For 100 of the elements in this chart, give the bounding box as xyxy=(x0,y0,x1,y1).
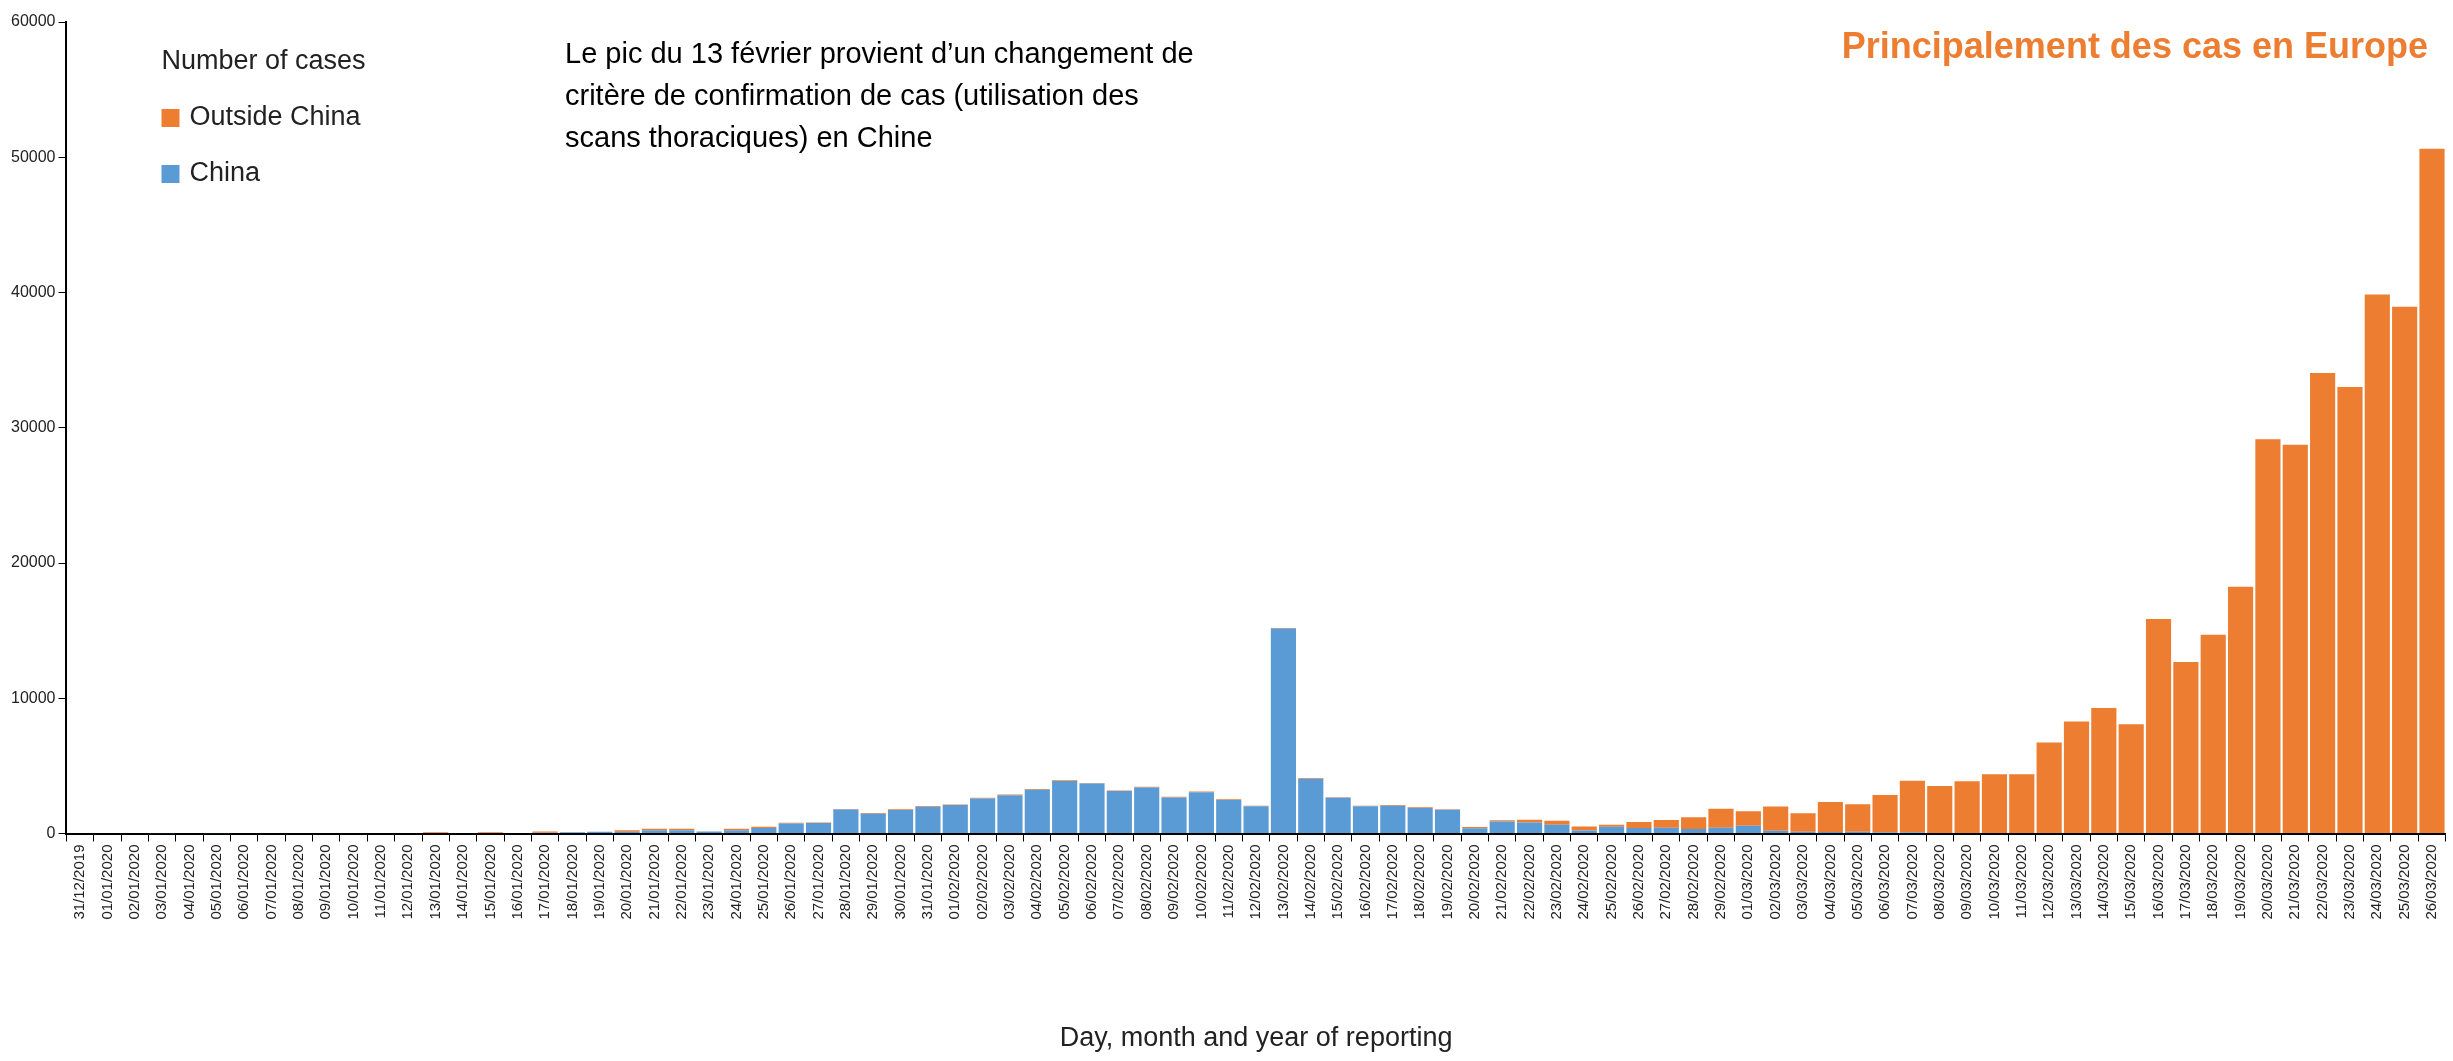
y-tick-label: 60000 xyxy=(10,12,56,30)
x-tick-label: 30/01/2020 xyxy=(890,844,908,920)
x-tick-label: 03/03/2020 xyxy=(1793,844,1811,920)
x-tick-label: 16/03/2020 xyxy=(2148,844,2166,920)
x-tick-label: 18/01/2020 xyxy=(562,844,580,920)
x-tick-label: 22/03/2020 xyxy=(2312,844,2330,920)
x-tick-label: 24/01/2020 xyxy=(726,844,744,920)
x-tick-label: 10/02/2020 xyxy=(1191,844,1209,920)
x-tick-label: 01/01/2020 xyxy=(97,844,115,920)
x-tick-label: 03/02/2020 xyxy=(1000,844,1018,920)
x-tick-label: 02/01/2020 xyxy=(125,844,142,920)
x-tick-label: 09/03/2020 xyxy=(1957,844,1975,920)
x-tick-label: 14/02/2020 xyxy=(1300,844,1318,920)
y-tick-label: 40000 xyxy=(10,282,56,300)
x-tick-label: 12/01/2020 xyxy=(398,844,416,920)
x-tick-label: 07/02/2020 xyxy=(1109,844,1127,920)
x-tick-label: 10/03/2020 xyxy=(1984,844,2002,920)
x-tick-label: 08/01/2020 xyxy=(289,844,307,920)
x-tick-label: 10/01/2020 xyxy=(343,844,361,920)
x-tick-label: 04/01/2020 xyxy=(179,844,197,920)
x-tick-label: 26/02/2020 xyxy=(1629,844,1647,920)
x-tick-label: 05/03/2020 xyxy=(1847,844,1865,920)
x-tick-label: 05/02/2020 xyxy=(1054,844,1072,920)
x-tick-label: 01/03/2020 xyxy=(1738,844,1756,920)
x-tick-label: 20/02/2020 xyxy=(1465,844,1482,920)
x-tick-label: 22/02/2020 xyxy=(1519,844,1537,920)
x-tick-label: 06/02/2020 xyxy=(1082,844,1100,920)
x-tick-label: 26/03/2020 xyxy=(2422,844,2440,920)
x-tick-label: 21/01/2020 xyxy=(644,844,662,920)
x-tick-label: 27/01/2020 xyxy=(808,844,826,920)
x-tick-label: 17/02/2020 xyxy=(1382,844,1400,920)
x-tick-label: 12/03/2020 xyxy=(2039,844,2057,920)
x-tick-label: 04/02/2020 xyxy=(1027,844,1045,920)
x-tick-label: 09/02/2020 xyxy=(1164,844,1182,920)
x-tick-label: 23/01/2020 xyxy=(699,844,717,920)
x-tick-label: 11/02/2020 xyxy=(1218,844,1236,919)
x-tick-label: 02/02/2020 xyxy=(972,844,990,920)
x-tick-label: 13/03/2020 xyxy=(2066,844,2084,920)
x-tick-label: 29/02/2020 xyxy=(1711,844,1729,920)
x-tick-label: 24/03/2020 xyxy=(2367,844,2385,920)
x-tick-label: 17/03/2020 xyxy=(2176,844,2194,920)
x-tick-label: 18/03/2020 xyxy=(2203,844,2221,920)
x-tick-label: 25/01/2020 xyxy=(753,844,771,920)
x-tick-label: 31/12/2019 xyxy=(70,844,88,920)
x-tick-label: 19/02/2020 xyxy=(1437,844,1455,920)
x-tick-label: 20/03/2020 xyxy=(2258,844,2276,920)
x-tick-label: 23/03/2020 xyxy=(2340,844,2358,920)
x-tick-label: 13/01/2020 xyxy=(425,844,443,920)
x-tick-label: 23/02/2020 xyxy=(1547,844,1565,920)
x-tick-label: 11/01/2020 xyxy=(371,844,389,919)
y-tick-label: 0 xyxy=(46,823,56,841)
x-tick-label: 15/02/2020 xyxy=(1328,844,1346,920)
x-tick-label: 17/01/2020 xyxy=(535,844,553,920)
x-tick-label: 20/01/2020 xyxy=(617,844,635,920)
x-tick-label: 01/02/2020 xyxy=(945,844,963,920)
x-tick-label: 07/01/2020 xyxy=(261,844,279,920)
x-tick-label: 12/02/2020 xyxy=(1246,844,1264,920)
annotation: Le pic du 13 février provient d’un changement de critère de confirmation de cas (utilisation des scans thoraciques) en Chine xyxy=(565,36,1194,153)
x-tick-label: 18/02/2020 xyxy=(1410,844,1428,920)
x-tick-label: 08/02/2020 xyxy=(1136,844,1154,920)
x-tick-label: 06/01/2020 xyxy=(234,844,252,920)
y-tick-label: 10000 xyxy=(10,688,56,706)
x-tick-label: 28/02/2020 xyxy=(1683,844,1701,920)
x-tick-label: 25/03/2020 xyxy=(2394,844,2412,920)
x-tick-label: 29/01/2020 xyxy=(863,844,881,920)
x-tick-label: 03/01/2020 xyxy=(152,844,170,920)
x-tick-label: 28/01/2020 xyxy=(836,844,854,920)
x-tick-label: 13/02/2020 xyxy=(1273,844,1291,920)
x-tick-label: 25/02/2020 xyxy=(1601,844,1619,920)
x-tick-label: 31/01/2020 xyxy=(918,844,936,920)
legend-label: China xyxy=(189,157,262,188)
x-tick-label: 16/02/2020 xyxy=(1355,844,1373,920)
x-tick-label: 19/01/2020 xyxy=(589,844,607,920)
x-tick-label: 27/02/2020 xyxy=(1656,844,1674,920)
x-tick-label: 19/03/2020 xyxy=(2230,844,2248,920)
legend-label: Outside China xyxy=(189,101,362,132)
x-tick-label: 07/03/2020 xyxy=(1902,844,1920,920)
annotation: Principalement des cas en Europe xyxy=(1841,24,2428,66)
x-tick-label: 15/01/2020 xyxy=(480,844,498,920)
x-tick-label: 14/03/2020 xyxy=(2093,844,2111,920)
x-tick-label: 24/02/2020 xyxy=(1574,844,1592,920)
x-tick-label: 14/01/2020 xyxy=(453,844,471,920)
x-tick-label: 02/03/2020 xyxy=(1765,844,1783,920)
y-tick-label: 30000 xyxy=(10,418,56,436)
x-tick-label: 05/01/2020 xyxy=(207,844,225,920)
x-tick-label: 04/03/2020 xyxy=(1820,844,1838,920)
y-tick-label: 50000 xyxy=(10,147,56,165)
x-tick-label: 22/01/2020 xyxy=(671,844,689,920)
x-tick-label: 11/03/2020 xyxy=(2011,844,2029,919)
x-tick-label: 06/03/2020 xyxy=(1875,844,1893,920)
x-tick-label: 21/03/2020 xyxy=(2285,844,2303,920)
x-tick-label: 09/01/2020 xyxy=(316,844,334,920)
x-axis-title: Day, month and year of reporting xyxy=(1059,1022,1453,1053)
x-tick-label: 16/01/2020 xyxy=(507,844,525,920)
y-tick-label: 20000 xyxy=(10,553,56,571)
x-tick-label: 21/02/2020 xyxy=(1492,844,1510,920)
legend-title: Number of cases xyxy=(161,45,366,76)
x-tick-label: 26/01/2020 xyxy=(781,844,799,920)
x-tick-label: 15/03/2020 xyxy=(2121,844,2139,920)
x-tick-label: 08/03/2020 xyxy=(1929,844,1947,920)
